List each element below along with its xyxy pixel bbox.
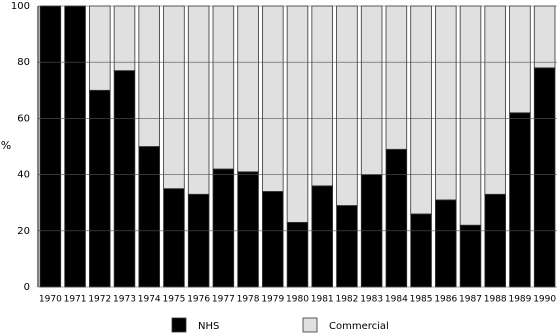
bar-segment: [163, 5, 185, 190]
bar-segment: [212, 5, 235, 170]
bar-segment: [89, 89, 111, 288]
bar-segment: [113, 70, 136, 288]
bar-segment: [138, 5, 160, 147]
x-tick-label: 1974: [138, 295, 161, 305]
x-tick-label: 1982: [335, 295, 358, 305]
bar-segment: [237, 5, 259, 173]
bar-segment: [435, 199, 457, 288]
x-tick-label: 1983: [360, 295, 383, 305]
x-tick-label: 1972: [88, 295, 111, 305]
x-tick-label: 1975: [162, 295, 185, 305]
y-tick-label: 100: [11, 1, 30, 12]
bar-segment: [336, 205, 358, 288]
legend-swatch: [302, 317, 318, 333]
bar-segment: [89, 5, 111, 91]
bar-segment: [360, 5, 383, 176]
x-tick-label: 1990: [533, 295, 556, 305]
y-tick-label: 20: [17, 226, 30, 237]
bar-segment: [533, 5, 556, 69]
bar-segment: [262, 191, 284, 288]
bar-segment: [509, 112, 531, 288]
x-tick-label: 1987: [459, 295, 482, 305]
bar-segment: [138, 146, 160, 288]
x-tick-label: 1980: [286, 295, 309, 305]
bar-segment: [286, 221, 309, 288]
x-tick-label: 1977: [212, 295, 235, 305]
bar-segment: [385, 5, 408, 150]
x-tick-label: 1970: [39, 295, 62, 305]
bar-segment: [163, 188, 185, 288]
x-tick-label: 1978: [237, 295, 260, 305]
bar-segment: [64, 5, 86, 288]
bar-segment: [410, 5, 432, 215]
y-tick-label: 0: [24, 282, 30, 293]
legend-label: NHS: [198, 321, 219, 332]
bar-segment: [212, 168, 235, 288]
bar-segment: [311, 5, 333, 187]
x-tick-label: 1984: [385, 295, 408, 305]
y-tick-label: 80: [17, 57, 30, 68]
x-tick-label: 1986: [434, 295, 457, 305]
bar-segment: [484, 5, 506, 195]
bar-segment: [385, 148, 408, 288]
bar-segment: [187, 5, 210, 195]
y-axis-label: %: [1, 139, 11, 152]
bar-segment: [286, 5, 309, 223]
legend-swatch: [171, 317, 187, 333]
x-tick-label: 1979: [261, 295, 284, 305]
bar-segment: [435, 5, 457, 201]
bar-segment: [410, 213, 432, 288]
bar-segment: [484, 193, 506, 288]
x-tick-label: 1988: [484, 295, 507, 305]
y-tick-label: 60: [17, 113, 30, 124]
bar-segment: [237, 171, 259, 288]
bar-segment: [113, 5, 136, 72]
bar-segment: [39, 5, 62, 288]
x-tick-label: 1981: [311, 295, 334, 305]
bar-segment: [311, 185, 333, 288]
bar-segment: [262, 5, 284, 192]
bar-segment: [187, 193, 210, 288]
legend-label: Commercial: [329, 321, 389, 332]
bar-segment: [459, 224, 482, 288]
bar-segment: [459, 5, 482, 226]
x-tick-label: 1973: [113, 295, 136, 305]
bar-segment: [533, 67, 556, 288]
bar-segment: [336, 5, 358, 206]
x-tick-label: 1985: [410, 295, 433, 305]
x-tick-label: 1989: [508, 295, 531, 305]
x-tick-label: 1976: [187, 295, 210, 305]
y-tick-label: 40: [17, 170, 30, 181]
x-tick-label: 1971: [64, 295, 87, 305]
bar-segment: [509, 5, 531, 114]
